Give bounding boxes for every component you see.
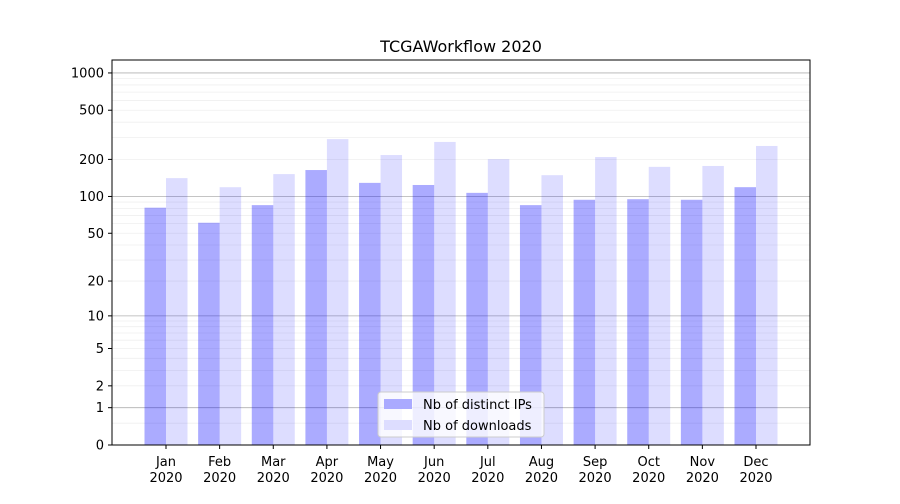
x-axis: Jan 2020 Feb 2020 Mar 2020 Apr 2020 May 2020 Jun 20…: [149, 445, 773, 486]
y-tick-label: 5: [96, 342, 104, 357]
y-tick-label: 20: [87, 275, 104, 290]
x-tick-label: Mar 2020: [257, 455, 290, 486]
bars: [144, 139, 778, 446]
x-tick-label: Apr 2020: [310, 455, 343, 486]
legend-box: [377, 391, 545, 438]
bar-downloads: [326, 139, 349, 446]
y-tick-label: 200: [79, 153, 104, 168]
bar-ips: [198, 222, 220, 445]
x-tick-label: May 2020: [364, 455, 397, 486]
bar-downloads: [756, 145, 778, 445]
x-tick-label: Oct 2020: [632, 455, 665, 486]
bar-ips: [573, 199, 596, 445]
y-axis: 0 1 2 5 10 20 50 100 200 500 1000: [71, 66, 112, 454]
legend-label-downloads: Nb of downloads: [423, 419, 532, 434]
y-tick-label: 10: [87, 309, 104, 324]
bar-downloads: [380, 155, 403, 446]
bar-downloads: [166, 178, 188, 445]
bar-ips: [305, 170, 327, 446]
y-tick-label: 100: [79, 190, 104, 205]
x-tick-label: Jan 2020: [149, 455, 182, 486]
legend-swatch-downloads: [384, 420, 412, 430]
y-tick-label: 0: [96, 439, 104, 454]
bar-downloads: [434, 141, 456, 445]
bar-downloads: [273, 174, 295, 445]
y-tick-label: 1: [96, 401, 104, 416]
x-tick-label: Dec 2020: [739, 455, 772, 486]
bar-downloads: [487, 159, 510, 446]
x-tick-label: Nov 2020: [686, 455, 719, 486]
bar-ips: [680, 199, 703, 445]
bar-ips: [359, 182, 381, 445]
bar-downloads: [595, 157, 617, 445]
bar-downloads: [702, 165, 724, 445]
bar-downloads: [648, 166, 671, 445]
legend: Nb of distinct IPs Nb of downloads: [377, 391, 545, 438]
y-tick-label: 1000: [71, 66, 104, 81]
y-tick-label: 500: [79, 104, 104, 119]
legend-swatch-ips: [384, 399, 412, 409]
x-tick-label: Sep 2020: [579, 455, 612, 486]
chart-title: TCGAWorkflow 2020: [379, 37, 542, 56]
bar-downloads: [219, 187, 242, 445]
y-tick-label: 50: [87, 227, 104, 242]
x-tick-label: Aug 2020: [525, 455, 558, 486]
bar-downloads: [541, 175, 563, 446]
plot-frame: [111, 59, 811, 446]
legend-label-ips: Nb of distinct IPs: [423, 398, 532, 413]
y-tick-label: 2: [96, 379, 104, 394]
x-tick-label: Jul 2020: [471, 455, 504, 486]
bar-ips: [627, 199, 649, 445]
x-tick-label: Jun 2020: [418, 455, 451, 486]
bar-ips: [251, 205, 274, 445]
bar-ips: [412, 184, 435, 445]
bar-ips: [144, 207, 166, 445]
bar-ips: [466, 192, 488, 445]
x-tick-label: Feb 2020: [203, 455, 236, 486]
bar-ips: [519, 205, 542, 445]
bar-ips: [734, 187, 756, 445]
